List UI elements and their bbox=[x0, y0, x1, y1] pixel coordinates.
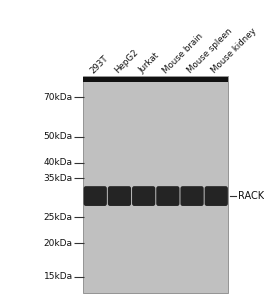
Text: Mouse kidney: Mouse kidney bbox=[210, 26, 258, 75]
Text: Jurkat: Jurkat bbox=[137, 51, 161, 75]
Text: Mouse spleen: Mouse spleen bbox=[186, 27, 234, 75]
FancyBboxPatch shape bbox=[132, 186, 155, 206]
Text: 40kDa: 40kDa bbox=[44, 158, 73, 167]
Text: 50kDa: 50kDa bbox=[44, 132, 73, 141]
Text: Mouse brain: Mouse brain bbox=[162, 31, 205, 75]
Text: 20kDa: 20kDa bbox=[44, 239, 73, 248]
Text: 15kDa: 15kDa bbox=[44, 272, 73, 281]
Text: RACK1: RACK1 bbox=[238, 191, 264, 201]
FancyBboxPatch shape bbox=[84, 186, 107, 206]
Bar bbox=[83, 76, 228, 293]
FancyBboxPatch shape bbox=[205, 186, 228, 206]
FancyBboxPatch shape bbox=[181, 186, 204, 206]
Text: 293T: 293T bbox=[89, 53, 111, 75]
FancyBboxPatch shape bbox=[108, 186, 131, 206]
FancyBboxPatch shape bbox=[156, 186, 180, 206]
Text: 25kDa: 25kDa bbox=[44, 213, 73, 222]
Text: 70kDa: 70kDa bbox=[44, 93, 73, 102]
Text: 35kDa: 35kDa bbox=[44, 174, 73, 183]
Bar bbox=[83, 76, 228, 82]
Text: HepG2: HepG2 bbox=[113, 48, 140, 75]
